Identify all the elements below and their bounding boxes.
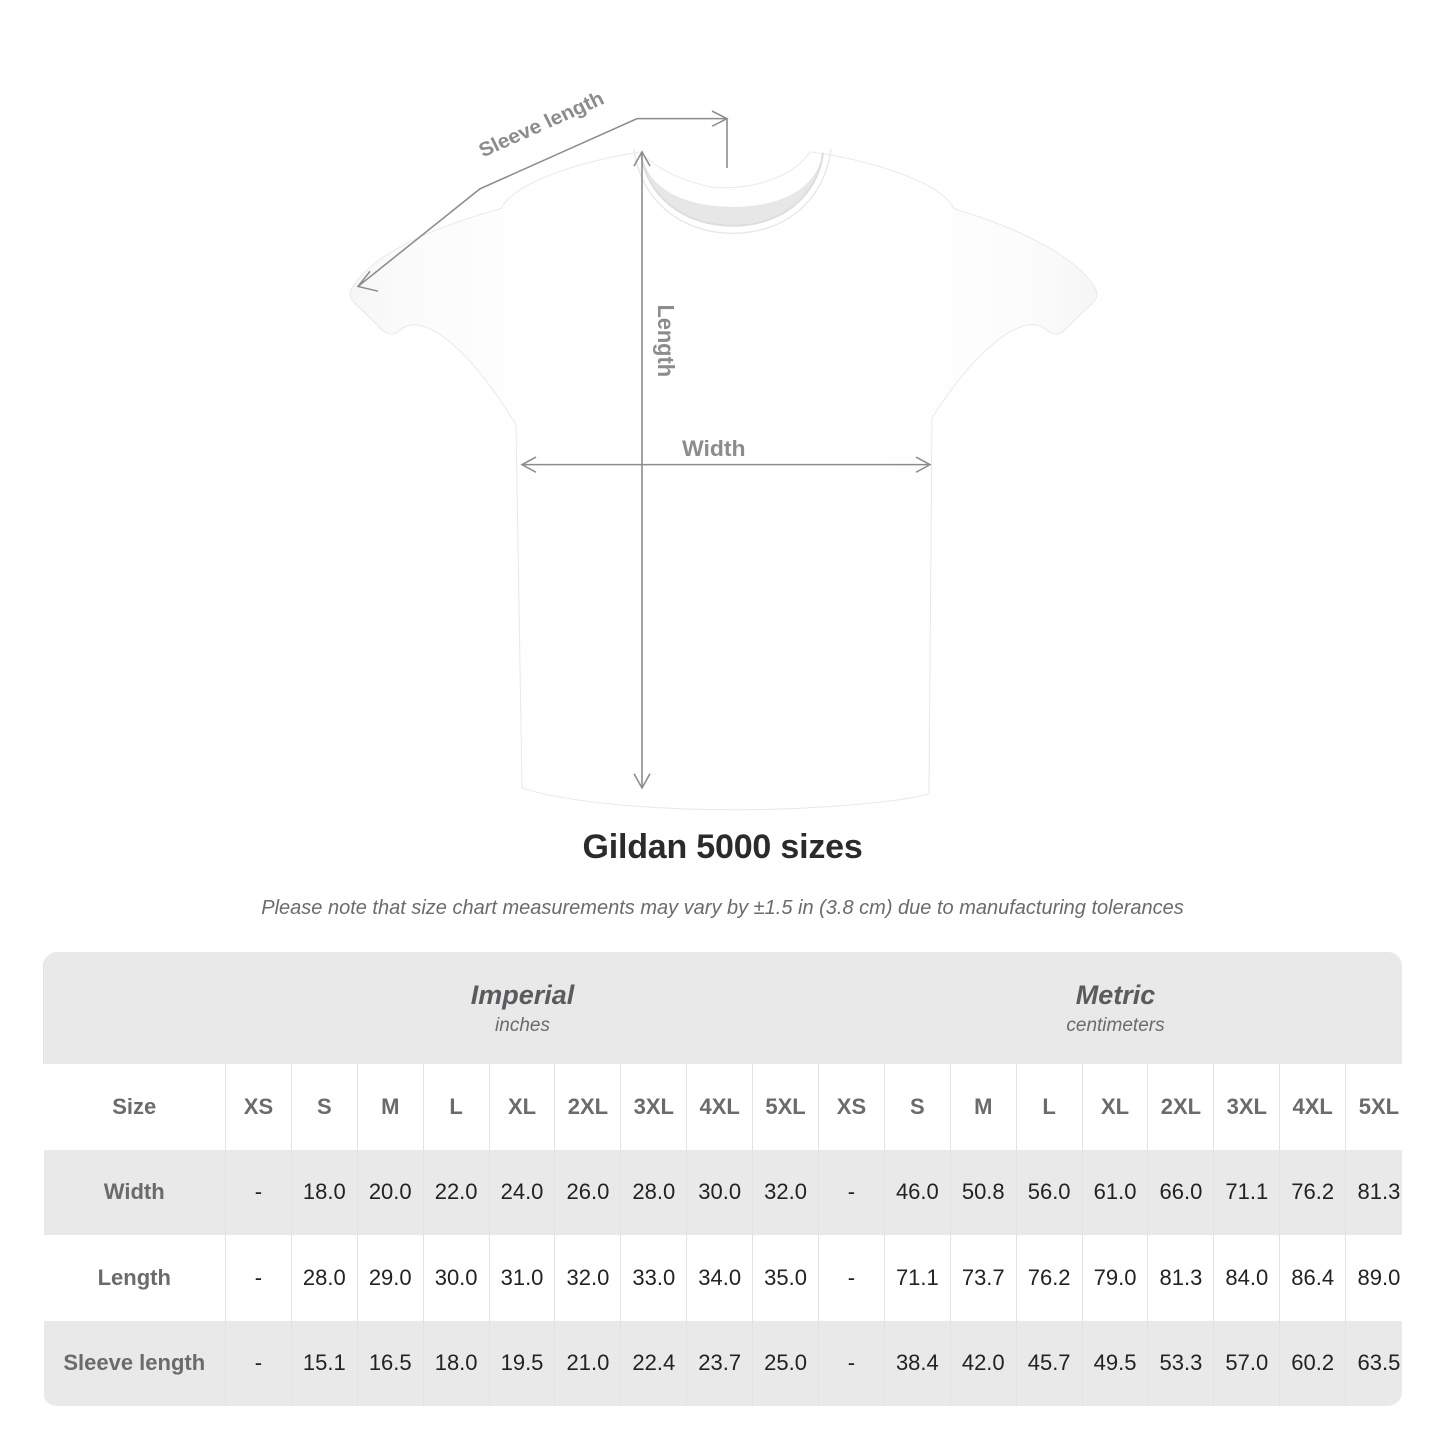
svg-text:Length: Length bbox=[653, 304, 679, 377]
svg-text:Sleeve length: Sleeve length bbox=[475, 87, 608, 162]
svg-text:Width: Width bbox=[682, 437, 746, 461]
